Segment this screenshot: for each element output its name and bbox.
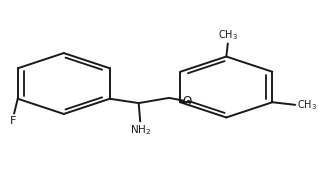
Text: O: O bbox=[183, 95, 192, 108]
Text: CH$_3$: CH$_3$ bbox=[297, 98, 317, 112]
Text: CH$_3$: CH$_3$ bbox=[218, 28, 238, 42]
Text: NH$_2$: NH$_2$ bbox=[130, 123, 151, 137]
Text: F: F bbox=[10, 116, 16, 126]
